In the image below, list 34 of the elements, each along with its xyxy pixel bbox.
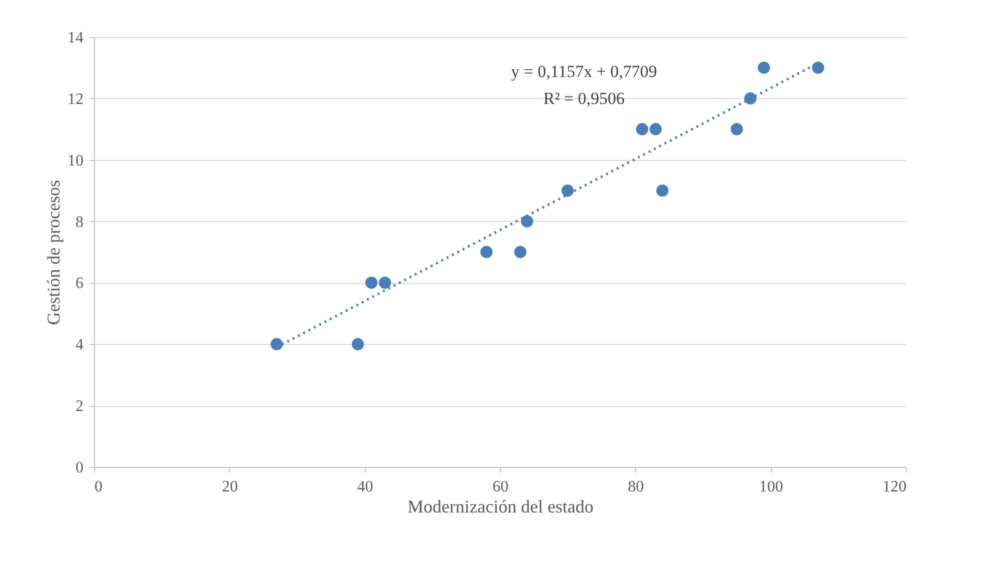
y-tick-label: 6 [76,275,84,292]
point [270,338,283,350]
y-tick-label: 4 [76,336,84,354]
y-tick-label: 2 [76,398,84,416]
annotation: y = 0,1157x + 0,7709 [510,62,658,81]
x-tick-label: 120 [882,478,906,496]
point [514,246,526,258]
point [562,184,574,197]
point [520,215,534,228]
y-axis-title: Gestión de procesos [44,180,64,325]
y-tick-label: 10 [68,152,84,170]
point [365,276,378,289]
x-axis-title: Modernización del estado [408,496,594,516]
point [812,62,824,74]
y-tick-label: 14 [68,30,84,46]
point [636,123,648,136]
x-tick-label: 60 [492,478,508,496]
point [480,246,493,258]
x-tick-label: 100 [759,478,784,496]
point [650,123,662,136]
point [744,92,756,105]
x-tick-label: 20 [222,478,238,496]
x-tick-label: 80 [628,478,644,496]
annotation: R² = 0,9506 [543,89,625,108]
y-tick-label: 12 [68,90,84,108]
point [730,123,743,136]
x-tick-label: 0 [94,478,102,496]
point [378,276,392,289]
y-tick-label: 0 [76,460,84,476]
point [656,184,669,197]
point [352,338,364,350]
point [758,62,770,74]
x-tick-label: 40 [357,478,374,496]
y-tick-label: 8 [76,214,84,231]
